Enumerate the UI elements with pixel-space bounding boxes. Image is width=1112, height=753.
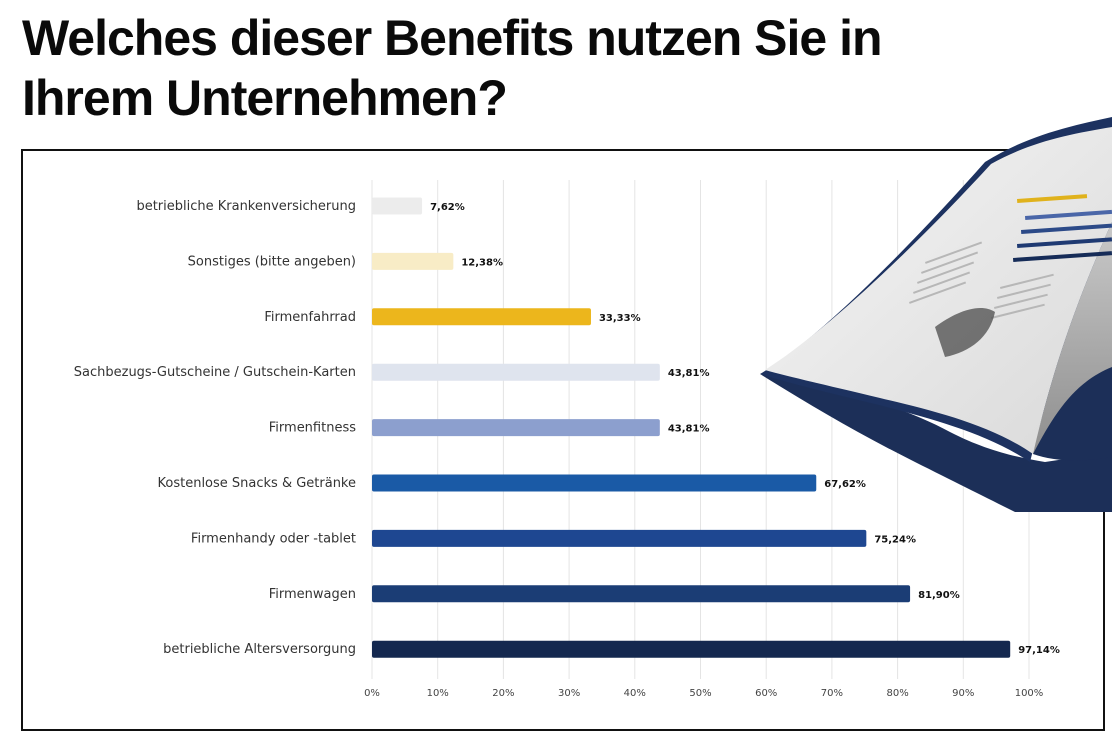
x-tick-label: 10% [427, 688, 449, 699]
value-label: 81,90% [918, 590, 960, 601]
bar [372, 419, 660, 437]
value-label: 12,38% [461, 257, 503, 268]
x-axis-ticks: 0% 10% 20% 30% 40% 50% 60% 70% 80% 90% 100% [364, 688, 1043, 699]
category-label: Firmenfahrrad [264, 310, 356, 325]
bar [372, 308, 591, 326]
bar [372, 197, 423, 215]
value-label: 75,24% [874, 534, 916, 545]
x-tick-label: 80% [886, 688, 908, 699]
category-labels: betriebliche Krankenversicherung Sonstige… [74, 199, 356, 657]
value-label: 43,81% [668, 368, 710, 379]
category-label: Sonstiges (bitte angeben) [188, 254, 356, 269]
value-label: 7,62% [430, 202, 465, 213]
category-label: betriebliche Krankenversicherung [136, 199, 356, 214]
x-tick-label: 20% [492, 688, 514, 699]
category-label: Firmenfitness [269, 421, 356, 436]
value-label: 43,81% [668, 424, 710, 435]
x-tick-label: 50% [689, 688, 711, 699]
category-label: Firmenhandy oder -tablet [191, 531, 356, 546]
bar [372, 640, 1011, 658]
x-tick-label: 90% [952, 688, 974, 699]
x-tick-label: 0% [364, 688, 380, 699]
x-tick-label: 100% [1015, 688, 1044, 699]
x-tick-label: 70% [821, 688, 843, 699]
bar [372, 585, 911, 603]
value-label: 97,14% [1018, 645, 1060, 656]
x-tick-label: 30% [558, 688, 580, 699]
bar [372, 529, 867, 547]
value-label: 33,33% [599, 313, 641, 324]
category-label: betriebliche Altersversorgung [163, 642, 356, 657]
x-tick-label: 60% [755, 688, 777, 699]
category-label: Kostenlose Snacks & Getränke [158, 476, 357, 491]
bar [372, 363, 660, 381]
value-label: 67,62% [824, 479, 866, 490]
bar [372, 474, 817, 492]
category-label: Sachbezugs-Gutscheine / Gutschein-Karten [74, 365, 356, 380]
x-tick-label: 40% [624, 688, 646, 699]
brochure-illustration [760, 117, 1112, 512]
bar [372, 252, 454, 270]
category-label: Firmenwagen [269, 587, 356, 602]
page-title: Welches dieser Benefits nutzen Sie in Ih… [22, 10, 883, 126]
value-labels: 7,62% 12,38% 33,33% 43,81% 43,81% 67,62% 75,24… [430, 202, 1060, 656]
bars [372, 197, 1011, 658]
